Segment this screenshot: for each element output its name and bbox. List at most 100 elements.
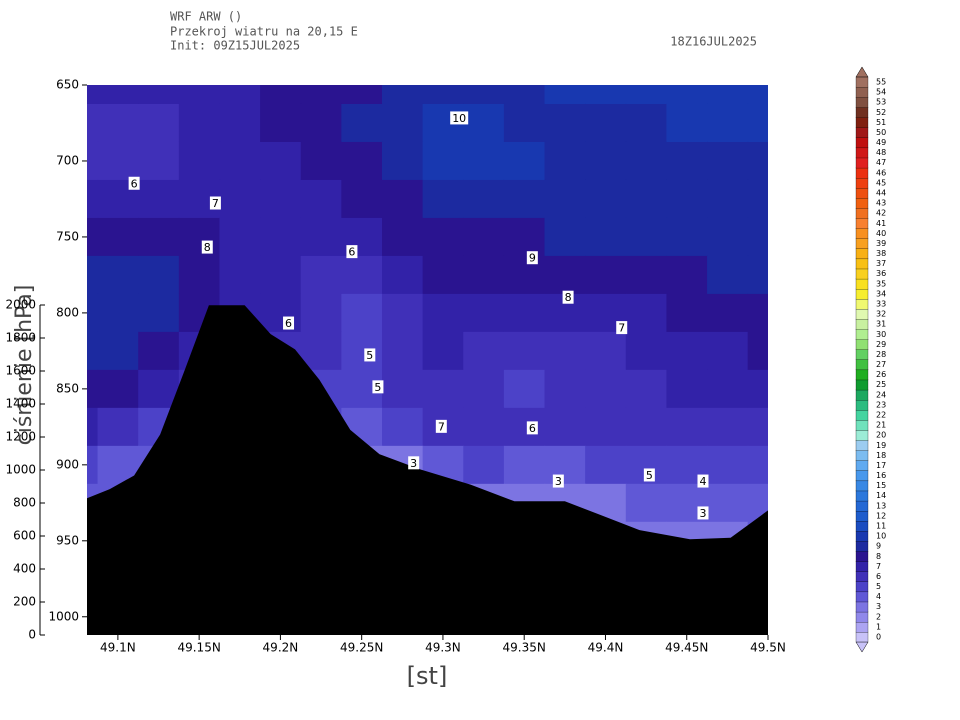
field-cell — [87, 179, 99, 219]
colorbar-swatch — [855, 107, 869, 118]
y-tick-label: 800 — [56, 305, 79, 319]
field-cell — [341, 85, 383, 105]
x-tick-label: 49.5N — [750, 641, 786, 655]
colorbar-swatch — [855, 349, 869, 360]
field-cell — [585, 179, 627, 219]
colorbar-label: 18 — [876, 451, 886, 460]
field-cell — [422, 179, 464, 219]
field-cell — [707, 407, 749, 447]
field-cell — [138, 217, 180, 257]
field-cell — [585, 369, 627, 409]
colorbar-label: 53 — [876, 98, 886, 107]
field-cell — [747, 179, 768, 219]
colorbar-swatch — [855, 96, 869, 108]
contour-label-box — [616, 321, 628, 335]
colorbar-label: 3 — [876, 602, 881, 611]
field-cell — [300, 103, 342, 143]
colorbar-label: 10 — [876, 532, 886, 541]
y2-tick-label: 2000 — [5, 298, 36, 312]
colorbar-swatch — [855, 278, 869, 290]
chart-title: WRF ARW () — [170, 10, 242, 24]
field-cell — [544, 141, 586, 181]
colorbar-swatch — [855, 460, 869, 471]
colorbar-label: 44 — [876, 189, 886, 198]
colorbar-label: 5 — [876, 582, 881, 591]
field-cell — [422, 331, 464, 371]
colorbar-arrow-top — [855, 66, 869, 78]
field-cell — [747, 141, 768, 181]
field-cell — [463, 179, 505, 219]
field-cell — [625, 407, 668, 447]
colorbar-swatch — [855, 551, 869, 562]
field-cell — [544, 85, 586, 105]
field-cell — [341, 179, 383, 219]
field-cell — [381, 141, 424, 181]
y-tick-label: 900 — [56, 457, 79, 471]
colorbar-swatch — [855, 480, 869, 492]
colorbar-label: 34 — [876, 289, 886, 298]
colorbar-label: 9 — [876, 542, 881, 551]
colorbar-label: 52 — [876, 108, 886, 117]
contour-label: 3 — [555, 475, 562, 488]
colorbar-label: 41 — [876, 219, 886, 228]
field-cell — [503, 331, 546, 371]
colorbar-label: 13 — [876, 501, 886, 510]
x-tick-label: 49.2N — [263, 641, 299, 655]
field-cell — [381, 179, 424, 219]
field-cell — [544, 179, 586, 219]
field-cell — [544, 255, 586, 295]
field-cell — [625, 331, 668, 371]
contour-label-box — [283, 316, 295, 330]
contour-label-box — [552, 474, 564, 488]
field-cell — [503, 179, 546, 219]
y-tick-label: 700 — [56, 153, 79, 167]
field-cell — [503, 293, 546, 333]
field-cell — [585, 85, 627, 105]
colorbar-swatch — [855, 268, 869, 280]
field-cell — [260, 293, 302, 333]
colorbar-swatch — [855, 601, 869, 613]
contour-label-box — [697, 506, 709, 520]
colorbar-swatch — [855, 339, 869, 350]
field-cell — [178, 255, 221, 295]
field-cell — [747, 407, 768, 447]
field-cell — [625, 179, 668, 219]
field-cell — [544, 369, 586, 409]
contour-label: 6 — [285, 317, 292, 330]
colorbar-label: 37 — [876, 259, 886, 268]
field-cell — [585, 217, 627, 257]
field-cell — [463, 445, 505, 485]
y-tick-label: 1000 — [48, 609, 79, 623]
field-cell — [87, 331, 99, 371]
colorbar-label: 39 — [876, 239, 886, 248]
colorbar-swatch — [855, 258, 869, 270]
colorbar-swatch — [855, 389, 869, 401]
field-cell — [463, 141, 505, 181]
field-cell — [138, 255, 180, 295]
contour-label: 8 — [204, 241, 211, 254]
colorbar-swatch — [855, 440, 869, 451]
field-cell — [544, 331, 586, 371]
field-cell — [707, 369, 749, 409]
colorbar-label: 26 — [876, 370, 886, 379]
field-cell — [87, 217, 99, 257]
colorbar-label: 45 — [876, 178, 886, 187]
chart-subtitle: Przekroj wiatru na 20,15 E — [170, 25, 358, 39]
colorbar-label: 19 — [876, 441, 886, 450]
colorbar-label: 36 — [876, 269, 886, 278]
field-cell — [585, 103, 627, 143]
field-cell — [585, 445, 627, 485]
colorbar-swatch — [855, 288, 869, 300]
colorbar-label: 29 — [876, 340, 886, 349]
field-cell — [707, 103, 749, 143]
contour-label: 3 — [699, 507, 706, 520]
colorbar-label: 17 — [876, 461, 886, 470]
field-cell — [625, 217, 668, 257]
colorbar-label: 24 — [876, 390, 886, 399]
y-tick-label: 750 — [56, 229, 79, 243]
colorbar-swatch — [855, 329, 869, 340]
colorbar-label: 16 — [876, 471, 886, 480]
colorbar-swatch — [855, 86, 869, 98]
colorbar-swatch — [855, 308, 869, 320]
